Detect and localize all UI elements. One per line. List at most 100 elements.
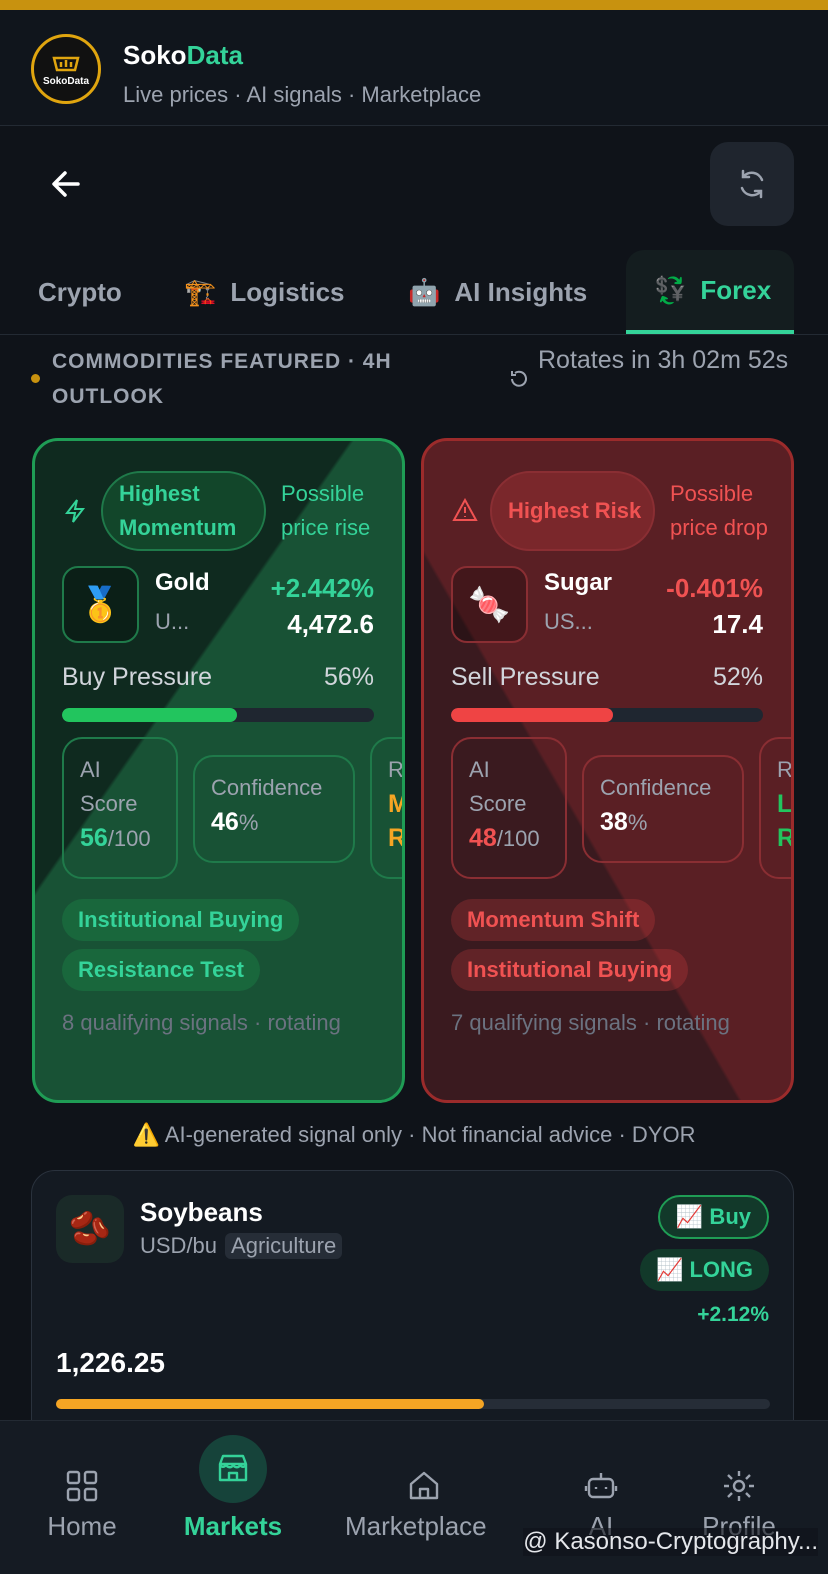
brand-b: Data (186, 40, 243, 70)
tab[interactable]: 💱 Forex (626, 250, 794, 334)
tab-icon: 🏗️ (184, 276, 217, 307)
asset-price: 17.4 (712, 609, 763, 639)
bolt-icon (64, 499, 86, 523)
signal-tag: Institutional Buying (451, 949, 689, 991)
badge: Highest Risk (490, 471, 655, 551)
nav-icon (218, 1454, 248, 1482)
signal-tag: Institutional Buying (62, 899, 300, 941)
ai-score-label: AI Score (469, 757, 527, 816)
nav-item[interactable]: Home (2, 1421, 162, 1542)
tab-icon: 🤖 (408, 276, 441, 307)
watermark: @ Kasonso-Cryptography... (523, 1528, 818, 1556)
hint: Possible price rise (281, 481, 371, 540)
subtitle: Live prices · AI signals · Marketplace (123, 82, 482, 107)
tab-label: Crypto (38, 276, 122, 307)
confidence-value: 46 (211, 808, 239, 836)
signal-tag: Resistance Test (62, 949, 260, 991)
signal-count: 8 qualifying signals · rotating (62, 1010, 341, 1035)
refresh-icon (740, 169, 764, 199)
status-dot (31, 374, 40, 383)
listing-name: Soybeans (140, 1197, 263, 1227)
pressure-track (62, 708, 374, 722)
listing-meta: USD/bu Agriculture (140, 1233, 343, 1259)
app-header: SokoData SokoData Live prices · AI signa… (0, 10, 828, 126)
ai-score-box: AI Score 48/100 (451, 737, 567, 879)
pressure-bar (62, 708, 237, 722)
ai-score-max: /100 (496, 826, 540, 851)
signal-tag: Momentum Shift (451, 899, 656, 941)
back-button[interactable] (48, 166, 84, 202)
hint: Possible price drop (670, 481, 768, 540)
logo-icon (52, 56, 80, 71)
nav-item[interactable]: AI (521, 1421, 681, 1542)
rotate-icon (511, 370, 527, 387)
nav-icon-wrap (659, 1421, 819, 1511)
asset-code: U... (155, 609, 190, 634)
position-badge: 📈 LONG (639, 1249, 769, 1291)
risk-box: RMR (370, 737, 405, 879)
confidence-box: Confidence 38% (582, 755, 744, 863)
pressure-label: Sell Pressure (451, 663, 600, 691)
tab-label: Forex (700, 274, 772, 305)
brand: SokoData (123, 40, 243, 71)
confidence-box: Confidence 46% (193, 755, 355, 863)
refresh-button[interactable] (710, 142, 794, 226)
nav-item[interactable]: Profile (659, 1421, 819, 1542)
logo-text: SokoData (42, 75, 90, 87)
nav-icon-wrap (2, 1421, 162, 1511)
nav-label: Home (47, 1511, 117, 1541)
risk-label: R (777, 757, 793, 782)
pressure-value: 52% (712, 663, 763, 691)
tab[interactable]: Crypto (38, 250, 122, 334)
risk-value: R (388, 824, 405, 852)
nav-icon (409, 1471, 439, 1500)
confidence-label: Confidence (211, 775, 323, 800)
ai-score-value: 48 (469, 824, 497, 852)
nav-icon-wrap (153, 1421, 313, 1511)
badge: Highest Momentum (101, 471, 266, 551)
signal-count: 7 qualifying signals · rotating (451, 1010, 730, 1035)
confidence: 38% (600, 805, 726, 840)
tab[interactable]: 🏗️ Logistics (184, 250, 345, 334)
nav-icon (66, 1470, 98, 1502)
ai-score: 56/100 (80, 821, 160, 856)
tab-label: Logistics (230, 276, 345, 307)
risk-value: L (777, 790, 793, 818)
listing-price: 1,226.25 (56, 1347, 165, 1378)
pressure-bar (451, 708, 614, 722)
confidence: 46% (211, 805, 337, 840)
ai-score: 48/100 (469, 821, 549, 856)
asset-name: Gold (155, 569, 210, 596)
featured-heading: COMMODITIES FEATURED · 4H OUTLOOK (52, 350, 392, 408)
action-badge: 📈 Buy (657, 1195, 769, 1239)
brand-a: Soko (123, 40, 187, 70)
listing-category: Agriculture (225, 1233, 343, 1259)
ai-score-max: /100 (107, 826, 151, 851)
ai-score-value: 56 (80, 824, 108, 852)
rotation-timer: Rotates in 3h 02m 52s (538, 346, 789, 374)
ai-score-label: AI Score (80, 757, 138, 816)
nav-icon-wrap (345, 1421, 505, 1511)
asset-change: +2.442% (270, 573, 374, 603)
asset-price: 4,472.6 (287, 609, 374, 639)
tab-label: AI Insights (454, 276, 588, 307)
signal-card[interactable]: Highest Risk Possible price drop 🍬 Sugar -0.… (421, 438, 794, 1103)
asset-code: US... (544, 609, 593, 634)
nav-item[interactable]: Marketplace (345, 1421, 505, 1542)
ai-score-box: AI Score 56/100 (62, 737, 178, 879)
signal-card[interactable]: Highest Momentum Possible price rise 🥇 Gold… (32, 438, 405, 1103)
warning-icon (452, 498, 478, 521)
tab[interactable]: 🤖 AI Insights (408, 250, 587, 334)
nav-item[interactable]: Markets (153, 1421, 313, 1542)
risk-label: R (388, 757, 404, 782)
top-strip (0, 0, 828, 10)
confidence-label: Confidence (600, 775, 712, 800)
risk-value: R (777, 824, 794, 852)
nav-active-bg (199, 1435, 267, 1503)
logo: SokoData (31, 34, 101, 104)
pressure-track (451, 708, 763, 722)
listing-bar (56, 1399, 485, 1409)
